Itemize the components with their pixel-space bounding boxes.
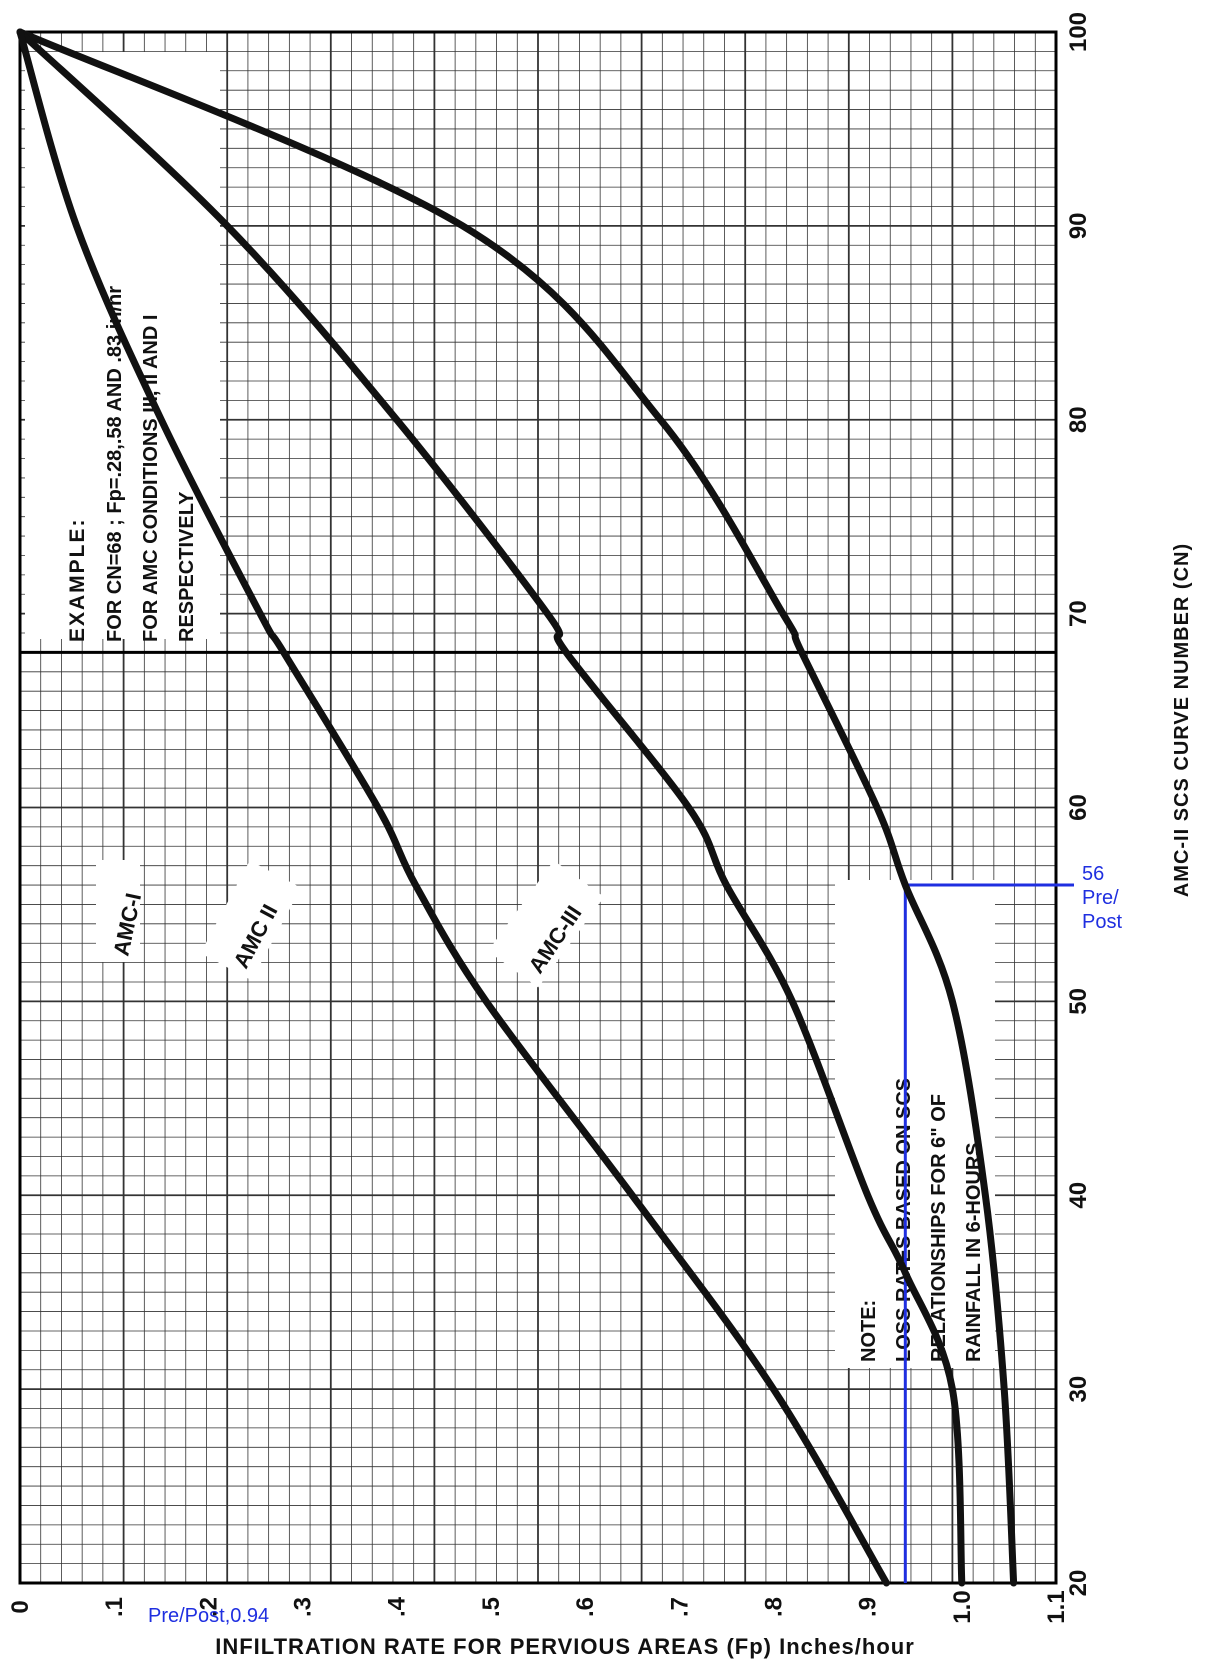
- example-line-4: RESPECTIVELY: [176, 491, 198, 642]
- guide-cn-label-post: Post: [1082, 911, 1122, 933]
- curves: [16, 28, 1018, 1587]
- x-tick-label: 90: [1065, 213, 1092, 240]
- note-line-3: RELATIONSHIPS FOR 6" OF: [928, 1094, 950, 1362]
- curve-amc-ii: [16, 28, 966, 1587]
- amc-ii-label-bg: [200, 860, 302, 981]
- guide-fp-label: Pre/Post,0.94: [148, 1605, 269, 1627]
- example-line-2: FOR CN=68 ; Fp=.28,.58 AND .83 in/hr: [104, 286, 126, 642]
- y-tick-label: 1.1: [1043, 1590, 1070, 1623]
- example-box: [25, 52, 220, 639]
- guide-lines: [903, 883, 1074, 1583]
- x-tick-labels: 20 30 40 50 60 70 80 90 100: [1065, 12, 1092, 1596]
- x-tick-label: 70: [1065, 600, 1092, 627]
- y-tick-labels: 0 .1 .2 .3 .4 .5 .6 .7 .8 .9 1.0 1.1: [7, 1590, 1070, 1623]
- x-axis-title: AMC-II SCS CURVE NUMBER (CN): [1171, 543, 1193, 897]
- amc-iii-label-bg: [488, 860, 604, 988]
- example-annotation: EXAMPLE: FOR CN=68 ; Fp=.28,.58 AND .83 …: [25, 52, 220, 642]
- y-tick-label: 0: [7, 1600, 34, 1613]
- y-tick-label: .4: [384, 1596, 411, 1617]
- y-tick-label: .2: [195, 1597, 222, 1617]
- x-tick-label: 50: [1065, 988, 1092, 1015]
- y-tick-label: 1.0: [949, 1590, 976, 1623]
- example-line-1: EXAMPLE:: [66, 517, 89, 642]
- y-tick-label: .8: [760, 1597, 787, 1617]
- x-tick-label: 60: [1065, 794, 1092, 821]
- y-tick-label: .7: [666, 1597, 693, 1617]
- x-tick-label: 40: [1065, 1182, 1092, 1209]
- curve-amc-i: [16, 28, 1018, 1587]
- plot-frame: [18, 30, 1058, 1585]
- series-labels: AMC-I AMC II AMC-III: [96, 860, 604, 988]
- note-line-1: NOTE:: [858, 1300, 880, 1362]
- x-tick-label: 80: [1065, 406, 1092, 433]
- y-tick-label: .9: [855, 1597, 882, 1617]
- guide-cn-label-pre: Pre/: [1082, 887, 1119, 909]
- guide-cn-label-value: 56: [1082, 863, 1104, 885]
- example-line-3: FOR AMC CONDITIONS III, II AND I: [140, 315, 162, 642]
- x-tick-label: 20: [1065, 1570, 1092, 1597]
- note-line-4: RAINFALL IN 6-HOURS: [963, 1142, 985, 1362]
- major-grid: [18, 30, 1058, 1585]
- y-tick-label: .6: [572, 1597, 599, 1617]
- y-axis-title: INFILTRATION RATE FOR PERVIOUS AREAS (Fp…: [215, 1634, 915, 1659]
- curve-amc-iii: [16, 28, 890, 1587]
- y-tick-label: .5: [478, 1597, 505, 1617]
- x-tick-label: 100: [1065, 12, 1092, 52]
- y-tick-label: .1: [101, 1597, 128, 1617]
- y-tick-label: .3: [290, 1597, 317, 1617]
- amc-i-label-bg: [96, 860, 140, 962]
- x-tick-label: 30: [1065, 1376, 1092, 1403]
